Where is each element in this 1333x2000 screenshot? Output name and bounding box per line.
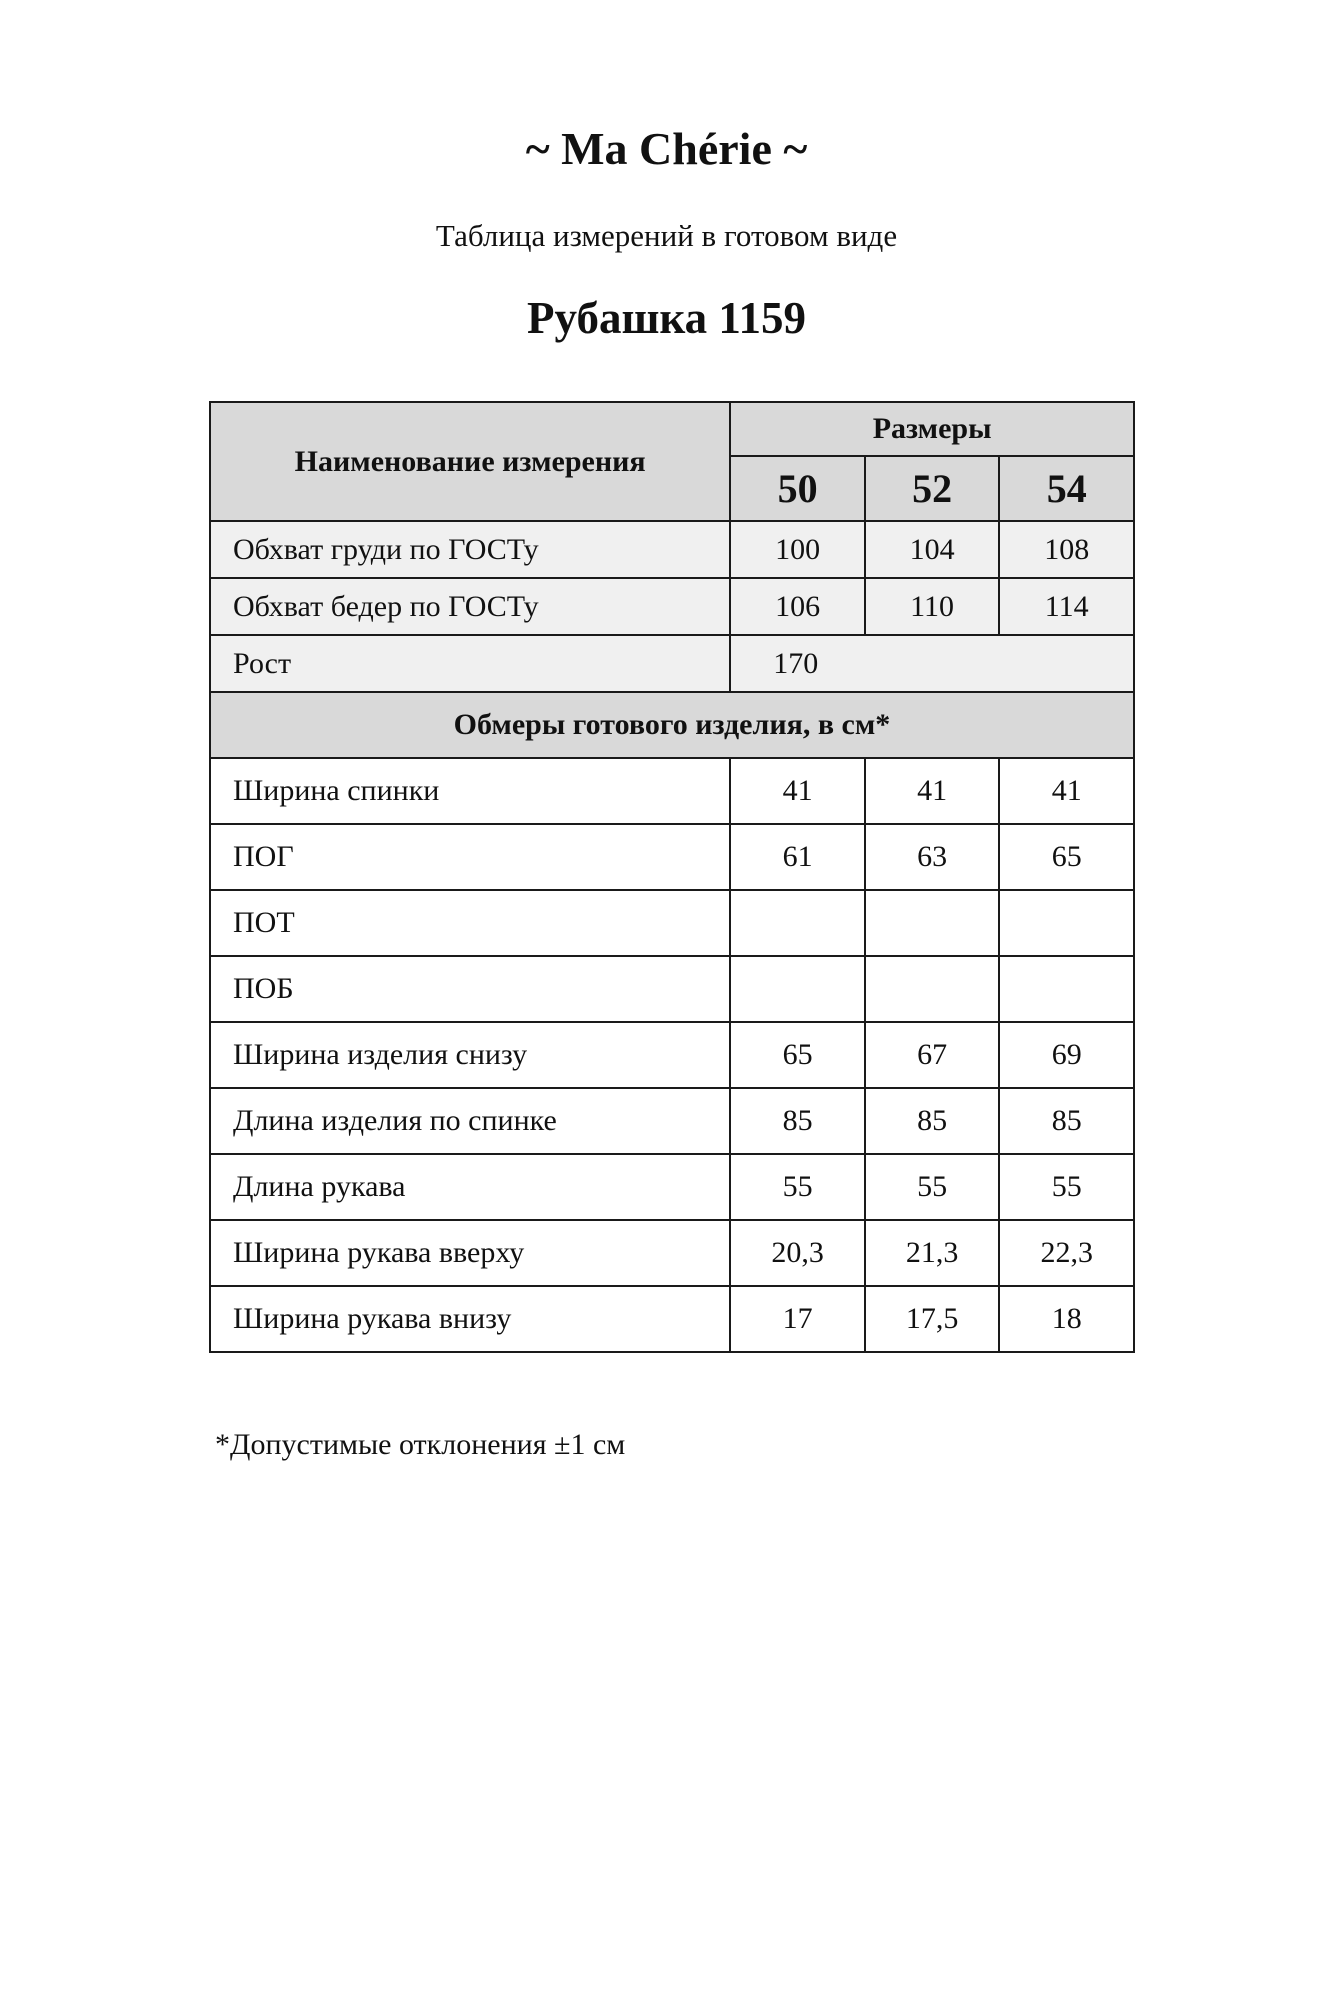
sizes-row: 50 52 54 — [210, 455, 1135, 522]
height-value: 170 — [729, 634, 1135, 693]
table-row: Обхват груди по ГОСТу 100 104 108 — [208, 520, 1135, 579]
value-cell: 67 — [863, 1021, 1001, 1089]
value-cell: 65 — [998, 823, 1135, 891]
value-cell: 21,3 — [863, 1219, 1001, 1287]
header-sizes: Размеры — [729, 401, 1135, 457]
value-cell: 61 — [729, 823, 866, 891]
value-cell — [863, 955, 1001, 1023]
value-cell: 65 — [729, 1021, 866, 1089]
measurement-rows: Ширина спинки 41 41 41 ПОГ 61 63 65 ПОТ ПОБ Ширина… — [208, 757, 1135, 1353]
table-row: Ширина рукава вверху 20,3 21,3 22,3 — [208, 1219, 1135, 1287]
table-row: ПОГ 61 63 65 — [208, 823, 1135, 891]
value-cell: 85 — [998, 1087, 1135, 1155]
row-name: ПОБ — [208, 955, 732, 1023]
table-row: Обхват бедер по ГОСТу 106 110 114 — [208, 577, 1135, 636]
value-cell: 85 — [863, 1087, 1001, 1155]
value-cell: 41 — [998, 757, 1135, 825]
section-row: Обмеры готового изделия, в см* — [209, 691, 1135, 759]
value-cell: 100 — [729, 520, 866, 579]
value-cell: 22,3 — [998, 1219, 1135, 1287]
row-name: Обхват бедер по ГОСТу — [208, 577, 732, 636]
value-cell: 108 — [998, 520, 1135, 579]
row-name: Ширина спинки — [208, 757, 732, 825]
value-cell — [729, 955, 866, 1023]
height-row: Рост 170 — [208, 634, 1135, 693]
size-cell: 52 — [863, 455, 1001, 522]
row-name: Ширина рукава внизу — [208, 1285, 732, 1353]
value-cell: 114 — [998, 577, 1135, 636]
subtitle: Таблица измерений в готовом виде — [435, 218, 898, 253]
row-name: Ширина изделия снизу — [208, 1021, 732, 1089]
row-name: ПОТ — [208, 889, 732, 957]
value-cell: 20,3 — [729, 1219, 866, 1287]
value-cell — [998, 889, 1135, 957]
size-cell: 54 — [998, 455, 1135, 522]
table-row: Ширина рукава внизу 17 17,5 18 — [208, 1285, 1135, 1353]
table-row: Ширина спинки 41 41 41 — [208, 757, 1135, 825]
section-title: Обмеры готового изделия, в см* — [209, 691, 1135, 759]
value-cell: 63 — [863, 823, 1001, 891]
table-row: Длина изделия по спинке 85 85 85 — [208, 1087, 1135, 1155]
brand-title: ~ Ma Chérie ~ — [525, 123, 808, 174]
product-title: Рубашка 1159 — [527, 293, 806, 343]
row-name: Длина рукава — [208, 1153, 732, 1221]
header-row: Наименование измерения Размеры — [208, 401, 1135, 522]
value-cell: 18 — [998, 1285, 1135, 1353]
measurements-table: Наименование измерения Размеры 50 52 54 … — [208, 401, 1135, 1353]
value-cell: 69 — [998, 1021, 1135, 1089]
value-cell — [863, 889, 1001, 957]
value-cell: 106 — [729, 577, 866, 636]
value-cell: 104 — [863, 520, 1001, 579]
value-cell: 55 — [863, 1153, 1001, 1221]
value-cell: 41 — [729, 757, 866, 825]
footnote: *Допустимые отклонения ±1 см — [215, 1428, 626, 1461]
table-row: ПОБ — [208, 955, 1135, 1023]
table-row: Ширина изделия снизу 65 67 69 — [208, 1021, 1135, 1089]
value-cell: 55 — [998, 1153, 1135, 1221]
table-row: Длина рукава 55 55 55 — [208, 1153, 1135, 1221]
row-name: Ширина рукава вверху — [208, 1219, 732, 1287]
value-cell: 85 — [729, 1087, 866, 1155]
standard-rows: Обхват груди по ГОСТу 100 104 108 Обхват бед… — [208, 520, 1135, 636]
row-name: Обхват груди по ГОСТу — [208, 520, 732, 579]
value-cell — [998, 955, 1135, 1023]
row-name: ПОГ — [208, 823, 732, 891]
header-name: Наименование измерения — [208, 401, 732, 522]
value-cell: 17,5 — [863, 1285, 1001, 1353]
row-name: Рост — [208, 634, 732, 693]
table-row: ПОТ — [208, 889, 1135, 957]
value-cell: 110 — [863, 577, 1001, 636]
value-cell: 17 — [729, 1285, 866, 1353]
size-cell: 50 — [729, 455, 866, 522]
row-name: Длина изделия по спинке — [208, 1087, 732, 1155]
value-cell: 55 — [729, 1153, 866, 1221]
value-cell — [729, 889, 866, 957]
value-cell: 41 — [863, 757, 1001, 825]
